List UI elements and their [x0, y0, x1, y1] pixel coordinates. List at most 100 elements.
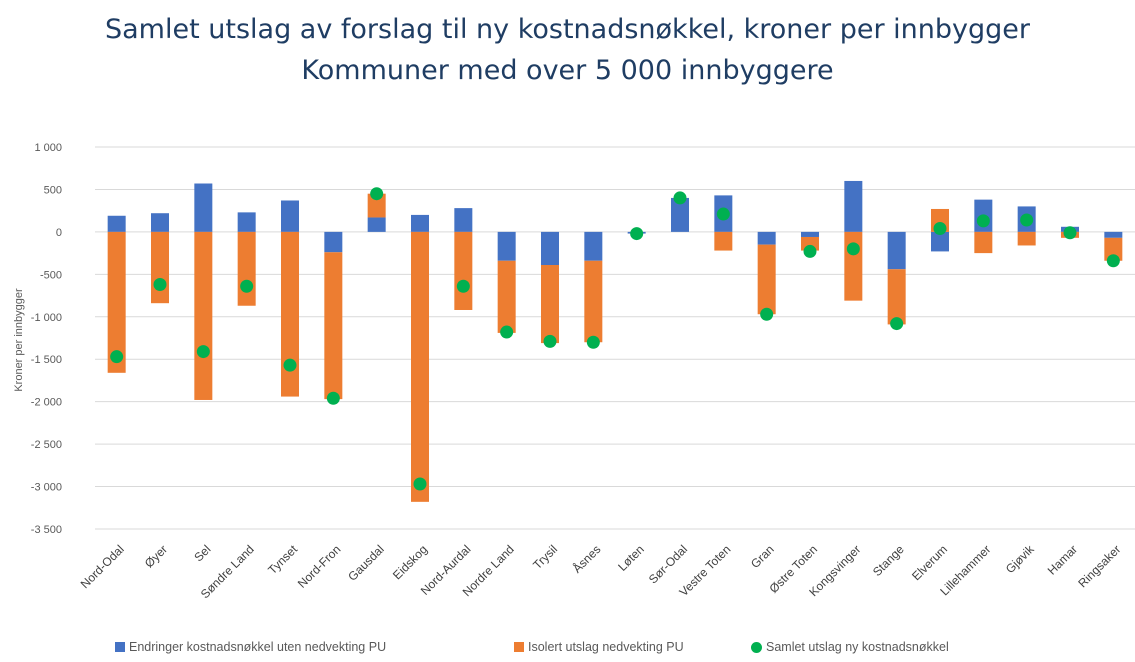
point-samlet [630, 227, 644, 241]
bar-endringer [107, 215, 126, 232]
series-samlet-points [110, 187, 1120, 491]
point-samlet [1106, 254, 1120, 268]
legend-swatch-blue [115, 642, 125, 652]
bar-isolert [281, 231, 299, 397]
y-tick-label: -2 500 [31, 439, 62, 451]
x-category-label: Eidskog [390, 542, 430, 582]
bar-endringer [541, 231, 559, 265]
x-category-label: Elverum [909, 542, 950, 583]
y-tick-label: 1 000 [34, 142, 62, 154]
bar-endringer [584, 231, 603, 261]
x-category-label: Sel [191, 542, 213, 564]
legend-swatch-green [751, 641, 762, 653]
x-category-label: Gran [748, 542, 777, 571]
point-samlet [326, 391, 340, 405]
bar-endringer [194, 183, 213, 232]
x-category-label: Nord-Odal [78, 542, 127, 591]
x-category-label: Gjøvik [1003, 542, 1038, 577]
x-category-label: Tynset [265, 542, 300, 577]
chart-subtitle: Kommuner med over 5 000 innbyggere [301, 55, 834, 86]
gridlines [95, 146, 1135, 530]
x-category-label: Nord-Fron [295, 542, 344, 591]
x-category-label: Sør-Odal [646, 542, 690, 586]
y-tick-label: 500 [44, 184, 62, 196]
bar-isolert [1017, 231, 1036, 246]
y-tick-label: -3 000 [31, 482, 62, 494]
point-samlet [196, 345, 210, 359]
point-samlet [673, 191, 687, 205]
point-samlet [1063, 226, 1077, 240]
bar-isolert [757, 244, 776, 315]
bar-endringer [931, 231, 949, 252]
x-category-label: Hamar [1045, 542, 1080, 577]
bar-isolert [584, 260, 603, 343]
bar-isolert [237, 231, 256, 306]
bar-isolert [324, 252, 343, 400]
point-samlet [846, 242, 860, 256]
y-tick-label: -1 500 [31, 354, 62, 366]
x-category-label: Øyer [142, 542, 170, 570]
bar-isolert [107, 231, 126, 373]
x-category-label: Trysil [530, 542, 560, 572]
point-samlet [413, 477, 427, 491]
bar-isolert [714, 231, 733, 251]
bar-isolert [411, 231, 429, 502]
legend-item-endringer: Endringer kostnadsnøkkel uten nedvekting… [115, 640, 386, 654]
bar-endringer [454, 208, 473, 232]
legend-swatch-orange [514, 642, 524, 652]
bar-isolert [541, 264, 559, 344]
series-isolert-bars [107, 193, 1123, 502]
legend-label-isolert: Isolert utslag nedvekting PU [528, 640, 684, 654]
bar-endringer [844, 180, 863, 232]
y-axis-label: Kroner per innbygger [13, 288, 25, 392]
point-samlet [456, 279, 470, 293]
point-samlet [890, 317, 904, 331]
bar-isolert [194, 231, 213, 400]
x-category-label: Løten [615, 542, 647, 574]
bar-isolert [151, 231, 169, 304]
point-samlet [370, 187, 384, 201]
point-samlet [110, 350, 124, 364]
bar-isolert [844, 231, 863, 301]
y-tick-label: -500 [40, 269, 62, 281]
point-samlet [586, 335, 600, 349]
y-axis-ticks: 1 000 500 0 -500 -1 000 -1 500 -2 000 -2 500 -3 … [31, 142, 62, 536]
bar-endringer [887, 231, 906, 270]
bar-isolert [367, 193, 386, 218]
legend: Endringer kostnadsnøkkel uten nedvekting… [115, 640, 1115, 660]
point-samlet [976, 214, 990, 228]
point-samlet [543, 334, 557, 348]
bar-endringer [237, 212, 256, 232]
bar-endringer [1104, 231, 1123, 238]
y-tick-label: 0 [56, 227, 62, 239]
bar-isolert [454, 231, 473, 310]
bar-endringer [281, 200, 299, 232]
bar-isolert [974, 231, 993, 254]
bar-endringer [367, 217, 386, 232]
bar-endringer [324, 231, 343, 253]
bar-endringer [757, 231, 776, 245]
point-samlet [1020, 213, 1034, 227]
bar-endringer [497, 231, 516, 261]
point-samlet [240, 279, 254, 293]
x-category-label: Stange [870, 542, 907, 579]
point-samlet [716, 207, 730, 221]
bar-isolert [497, 260, 516, 333]
legend-item-samlet: Samlet utslag ny kostnadsnøkkel [751, 640, 949, 654]
x-category-label: Åsnes [569, 542, 603, 576]
y-tick-label: -1 000 [31, 312, 62, 324]
bar-isolert [1104, 237, 1123, 261]
x-category-label: Ringsaker [1075, 542, 1123, 590]
legend-item-isolert: Isolert utslag nedvekting PU [514, 640, 684, 654]
chart-title: Samlet utslag av forslag til ny kostnads… [105, 14, 1030, 45]
x-category-label: Gausdal [345, 542, 387, 584]
point-samlet [760, 307, 774, 321]
y-tick-label: -2 000 [31, 397, 62, 409]
bar-endringer [671, 197, 689, 232]
y-tick-label: -3 500 [31, 524, 62, 536]
legend-label-endringer: Endringer kostnadsnøkkel uten nedvekting… [129, 640, 387, 654]
bar-endringer [151, 213, 169, 232]
point-samlet [153, 278, 167, 292]
